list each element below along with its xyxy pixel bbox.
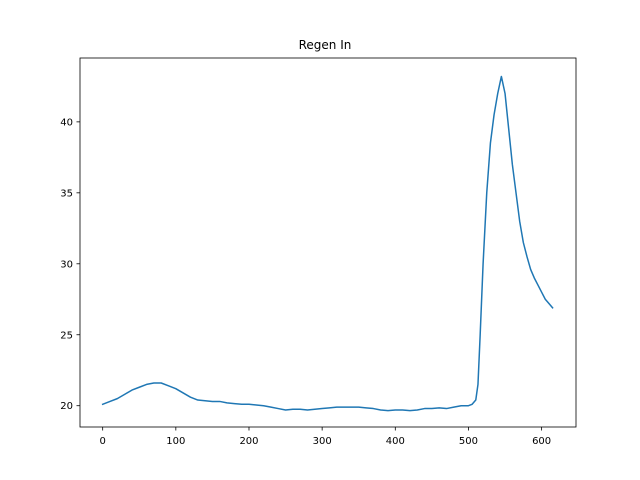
chart-title: Regen In (299, 38, 352, 52)
x-tick-label: 500 (459, 436, 478, 447)
series-line-0 (101, 75, 554, 412)
y-tick-label: 35 (60, 188, 73, 199)
axes: 0 100 200 300 400 500 600 20 25 30 35 40 (60, 57, 577, 447)
x-tick-label: 200 (239, 436, 258, 447)
y-tick-label: 30 (60, 259, 73, 270)
axes-frame (79, 57, 577, 428)
plot-area (101, 75, 554, 412)
x-tick-label: 0 (99, 436, 105, 447)
x-tick-label: 600 (532, 436, 551, 447)
x-tick-label: 400 (386, 436, 405, 447)
x-tick-label: 100 (166, 436, 185, 447)
y-tick-label: 20 (60, 401, 73, 412)
y-tick-label: 25 (60, 330, 73, 341)
y-tick-label: 40 (60, 117, 73, 128)
x-tick-label: 300 (313, 436, 332, 447)
